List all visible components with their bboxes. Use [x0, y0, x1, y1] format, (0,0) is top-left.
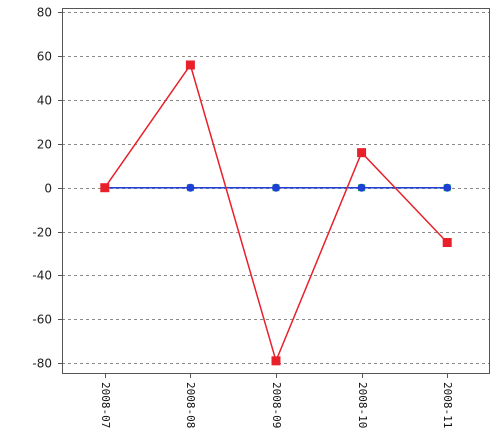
- x-tick-label: 2008-11: [441, 382, 454, 428]
- y-tick-label: 20: [37, 138, 52, 152]
- data-point: [442, 238, 452, 248]
- x-tick-label: 2008-09: [270, 382, 283, 428]
- y-axis: 80 60 40 20 0 -20 -40 -60 -80: [32, 6, 62, 371]
- y-tick-label: 40: [37, 94, 52, 108]
- y-tick-label: 60: [37, 50, 52, 64]
- y-tick-label: -40: [32, 269, 52, 283]
- data-point: [272, 183, 280, 192]
- x-tick-label: 2008-10: [356, 382, 369, 428]
- x-tick-label: 2008-08: [184, 382, 197, 428]
- data-point: [100, 183, 110, 193]
- grid-lines: [62, 12, 490, 364]
- y-tick-label: 0: [44, 182, 52, 196]
- data-point: [271, 356, 281, 366]
- series-line: [104, 63, 448, 364]
- data-point: [443, 183, 452, 192]
- y-tick-label: -80: [32, 357, 52, 371]
- data-point: [357, 183, 366, 192]
- y-tick-label: -20: [32, 226, 52, 240]
- y-tick-label: 80: [37, 6, 52, 20]
- y-tick-label: -60: [32, 313, 52, 327]
- data-point: [186, 183, 195, 192]
- data-point: [357, 148, 367, 158]
- data-point: [185, 60, 195, 70]
- plot-frame: [62, 8, 490, 374]
- x-axis: 2008-07 2008-08 2008-09 2008-10 2008-11: [99, 374, 454, 428]
- series-layer: [100, 60, 452, 366]
- x-tick-label: 2008-07: [99, 382, 112, 428]
